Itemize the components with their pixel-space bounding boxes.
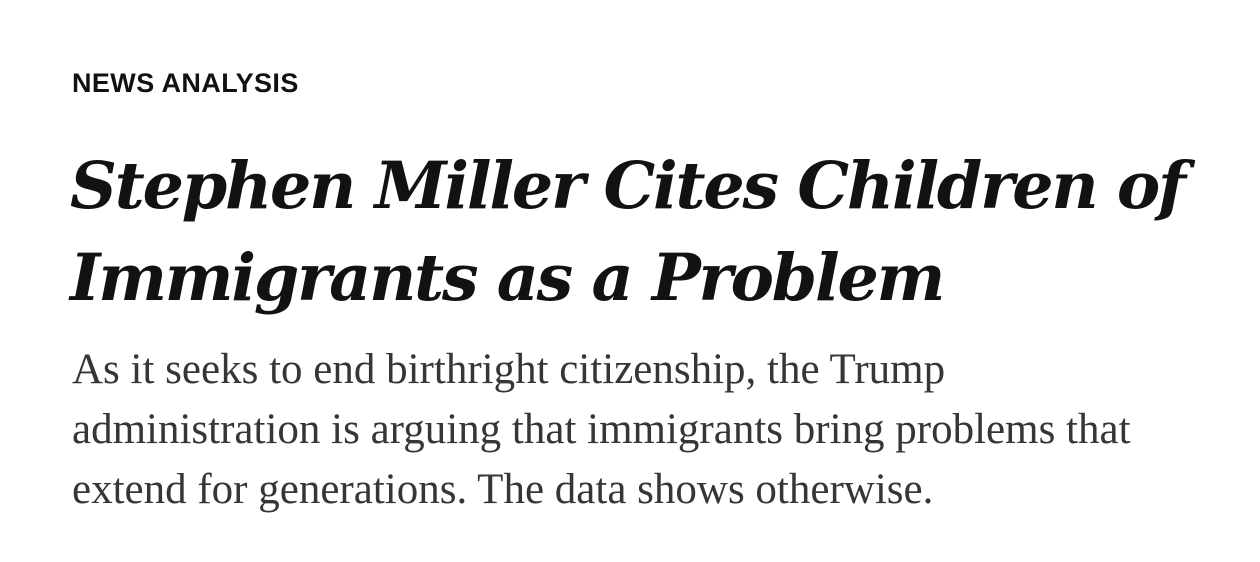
headline: Stephen Miller Cites Children of Immigra… xyxy=(70,140,1210,324)
section-kicker[interactable]: NEWS ANALYSIS xyxy=(72,68,299,98)
summary: As it seeks to end birthright citizenshi… xyxy=(72,340,1242,520)
headline-line: Immigrants as a Problem xyxy=(70,240,945,316)
summary-line: extend for generations. The data shows o… xyxy=(72,466,934,513)
summary-line: administration is arguing that immigrant… xyxy=(72,406,1131,453)
headline-line: Stephen Miller Cites Children of xyxy=(70,148,1186,224)
summary-line: As it seeks to end birthright citizenshi… xyxy=(72,346,946,393)
